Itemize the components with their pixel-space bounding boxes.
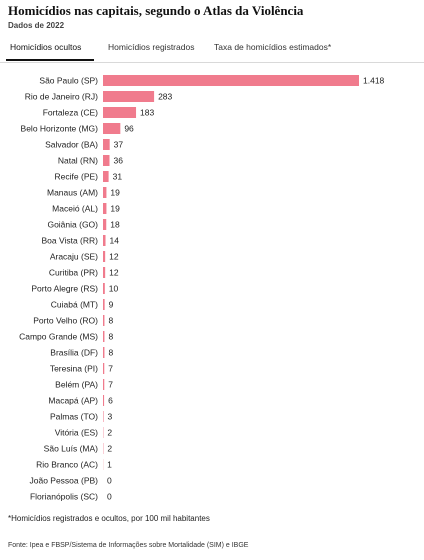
bar-sao-paulo-sp [103, 75, 359, 86]
value-label-palmas-to: 3 [108, 412, 113, 422]
category-label-maceio-al: Maceió (AL) [52, 204, 98, 214]
bar-recife-pe [103, 171, 109, 182]
category-label-goiania-go: Goiânia (GO) [47, 220, 98, 230]
footnote: *Homicídios registrados e ocultos, por 1… [8, 514, 210, 523]
bar-salvador-ba [103, 139, 110, 150]
value-label-salvador-ba: 37 [114, 140, 124, 150]
bar-belem-pa [103, 379, 105, 390]
category-label-porto-alegre-rs: Porto Alegre (RS) [31, 284, 98, 294]
value-label-teresina-pi: 7 [108, 364, 113, 374]
value-label-cuiaba-mt: 9 [109, 300, 114, 310]
value-label-rio-de-janeiro-rj: 283 [158, 92, 172, 102]
value-label-manaus-am: 19 [110, 188, 120, 198]
value-label-campo-grande-ms: 8 [108, 332, 113, 342]
tab-homicidios-ocultos[interactable]: Homicídios ocultos [10, 42, 82, 52]
bar-brasilia-df [103, 347, 105, 358]
value-label-porto-alegre-rs: 10 [109, 284, 119, 294]
bar-porto-velho-ro [103, 315, 105, 326]
active-tab-indicator [6, 59, 94, 61]
bar-teresina-pi [103, 363, 105, 374]
category-label-vitoria-es: Vitória (ES) [55, 428, 98, 438]
bar-campo-grande-ms [103, 331, 105, 342]
category-label-recife-pe: Recife (PE) [55, 172, 99, 182]
value-label-recife-pe: 31 [113, 172, 123, 182]
value-label-sao-luis-ma: 2 [107, 444, 112, 454]
category-label-campo-grande-ms: Campo Grande (MS) [19, 332, 98, 342]
category-label-rio-de-janeiro-rj: Rio de Janeiro (RJ) [25, 92, 98, 102]
bar-palmas-to [103, 411, 104, 422]
source-note: Fonte: Ipea e FBSP/Sistema de Informaçõe… [8, 542, 249, 549]
value-label-boa-vista-rr: 14 [110, 236, 120, 246]
value-label-sao-paulo-sp: 1.418 [363, 76, 385, 86]
chart-subtitle: Dados de 2022 [8, 21, 65, 30]
value-label-brasilia-df: 8 [108, 348, 113, 358]
category-label-palmas-to: Palmas (TO) [50, 412, 98, 422]
value-label-florianopolis-sc: 0 [107, 492, 112, 502]
bar-belo-horizonte-mg [103, 123, 121, 134]
value-label-maceio-al: 19 [110, 204, 120, 214]
category-label-teresina-pi: Teresina (PI) [50, 364, 98, 374]
bar-natal-rn [103, 155, 110, 166]
bar-aracaju-se [103, 251, 106, 262]
value-label-natal-rn: 36 [113, 156, 123, 166]
category-label-belem-pa: Belém (PA) [55, 380, 98, 390]
tab-homicidios-registrados[interactable]: Homicídios registrados [108, 42, 195, 52]
category-label-joao-pessoa-pb: João Pessoa (PB) [29, 476, 98, 486]
bar-manaus-am [103, 187, 107, 198]
value-label-belo-horizonte-mg: 96 [124, 124, 134, 134]
chart-title: Homicídios nas capitais, segundo o Atlas… [8, 3, 304, 18]
bar-boa-vista-rr [103, 235, 106, 246]
category-label-boa-vista-rr: Boa Vista (RR) [41, 236, 98, 246]
value-label-curitiba-pr: 12 [109, 268, 119, 278]
category-label-sao-paulo-sp: São Paulo (SP) [39, 76, 98, 86]
category-label-florianopolis-sc: Florianópolis (SC) [30, 492, 98, 502]
bar-fortaleza-ce [103, 107, 137, 118]
value-label-fortaleza-ce: 183 [140, 108, 154, 118]
bar-goiania-go [103, 219, 107, 230]
bar-macapa-ap [103, 395, 105, 406]
bar-cuiaba-mt [103, 299, 105, 310]
category-label-fortaleza-ce: Fortaleza (CE) [43, 108, 98, 118]
bar-curitiba-pr [103, 267, 106, 278]
category-label-curitiba-pr: Curitiba (PR) [49, 268, 98, 278]
bar-porto-alegre-rs [103, 283, 105, 294]
category-label-brasilia-df: Brasília (DF) [50, 348, 98, 358]
category-label-natal-rn: Natal (RN) [58, 156, 98, 166]
bar-maceio-al [103, 203, 107, 214]
category-label-salvador-ba: Salvador (BA) [45, 140, 98, 150]
category-label-belo-horizonte-mg: Belo Horizonte (MG) [21, 124, 99, 134]
category-label-manaus-am: Manaus (AM) [47, 188, 98, 198]
category-label-sao-luis-ma: São Luís (MA) [44, 444, 98, 454]
tab-taxa-homicidios-estimados[interactable]: Taxa de homicídios estimados* [214, 42, 332, 52]
value-label-belem-pa: 7 [108, 380, 113, 390]
category-label-cuiaba-mt: Cuiabá (MT) [51, 300, 98, 310]
value-label-macapa-ap: 6 [108, 396, 113, 406]
value-label-aracaju-se: 12 [109, 252, 119, 262]
category-label-aracaju-se: Aracaju (SE) [50, 252, 98, 262]
tab-bar: Homicídios ocultos Homicídios registrado… [0, 36, 424, 63]
value-label-porto-velho-ro: 8 [108, 316, 113, 326]
value-label-rio-branco-ac: 1 [107, 460, 112, 470]
category-label-macapa-ap: Macapá (AP) [48, 396, 98, 406]
value-label-vitoria-es: 2 [107, 428, 112, 438]
bar-rio-de-janeiro-rj [103, 91, 155, 102]
value-label-goiania-go: 18 [110, 220, 120, 230]
category-label-porto-velho-ro: Porto Velho (RO) [33, 316, 98, 326]
value-label-joao-pessoa-pb: 0 [107, 476, 112, 486]
category-label-rio-branco-ac: Rio Branco (AC) [36, 460, 98, 470]
